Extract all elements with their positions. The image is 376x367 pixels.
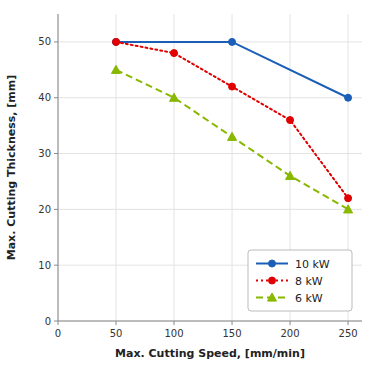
tick-label-y: 50 — [38, 36, 51, 47]
tick-label-y: 20 — [38, 204, 51, 215]
chart: 0 50 100 150 200 250 0 10 20 30 40 50 Max. Cutting S… — [0, 0, 376, 367]
axis-y — [58, 14, 59, 321]
tick-x — [232, 321, 233, 325]
legend-marker — [269, 277, 276, 284]
tick-y — [54, 97, 58, 98]
point — [170, 93, 179, 101]
tick-y — [54, 153, 58, 154]
grid-line-x — [232, 14, 233, 321]
axis-x — [58, 321, 362, 322]
point — [345, 94, 352, 101]
legend-label: 10 kW — [295, 258, 330, 271]
tick-label-x: 100 — [164, 328, 183, 339]
tick-label-x: 50 — [110, 328, 123, 339]
point — [113, 38, 120, 45]
series-line — [116, 70, 348, 210]
tick-y — [54, 321, 58, 322]
legend-box — [248, 250, 352, 311]
tick-y — [54, 209, 58, 210]
grid-line-y — [58, 97, 362, 98]
grid-line-x — [116, 14, 117, 321]
legend-label: 6 kW — [295, 292, 323, 305]
tick-x — [116, 321, 117, 325]
tick-label-y: 0 — [45, 316, 51, 327]
point — [229, 38, 236, 45]
plot-data — [112, 38, 353, 213]
tick-x — [290, 321, 291, 325]
grid-line-x — [174, 14, 175, 321]
grid-line-y — [58, 321, 362, 322]
series-line — [116, 42, 348, 198]
series-line — [116, 42, 348, 98]
grid-line-y — [58, 209, 362, 210]
point — [286, 171, 295, 179]
tick-x — [174, 321, 175, 325]
legend-marker — [268, 293, 277, 301]
x-axis-label: Max. Cutting Speed, [mm/min] — [115, 347, 305, 360]
tick-label-x: 250 — [339, 328, 358, 339]
tick-x — [348, 321, 349, 325]
point — [287, 117, 294, 124]
point — [171, 50, 178, 57]
legend-label: 8 kW — [295, 275, 323, 288]
point — [229, 83, 236, 90]
tick-label-x: 0 — [55, 328, 61, 339]
grid — [58, 14, 362, 321]
tick-label-y: 40 — [38, 92, 51, 103]
tick-y — [54, 41, 58, 42]
y-axis-label: Max. Cutting Thickness, [mm] — [5, 75, 18, 261]
tick-label-y: 10 — [38, 260, 51, 271]
tick-x — [58, 321, 59, 325]
tick-label-x: 200 — [281, 328, 300, 339]
point — [113, 38, 120, 45]
point — [345, 195, 352, 202]
point — [344, 205, 353, 213]
legend-marker — [269, 260, 276, 267]
legend: 10 kW 8 kW 6 kW — [248, 250, 352, 311]
tick-y — [54, 265, 58, 266]
tick-label-y: 30 — [38, 148, 51, 159]
tick-label-x: 150 — [222, 328, 241, 339]
point — [228, 132, 237, 140]
point — [112, 65, 121, 73]
grid-line-x — [58, 14, 59, 321]
